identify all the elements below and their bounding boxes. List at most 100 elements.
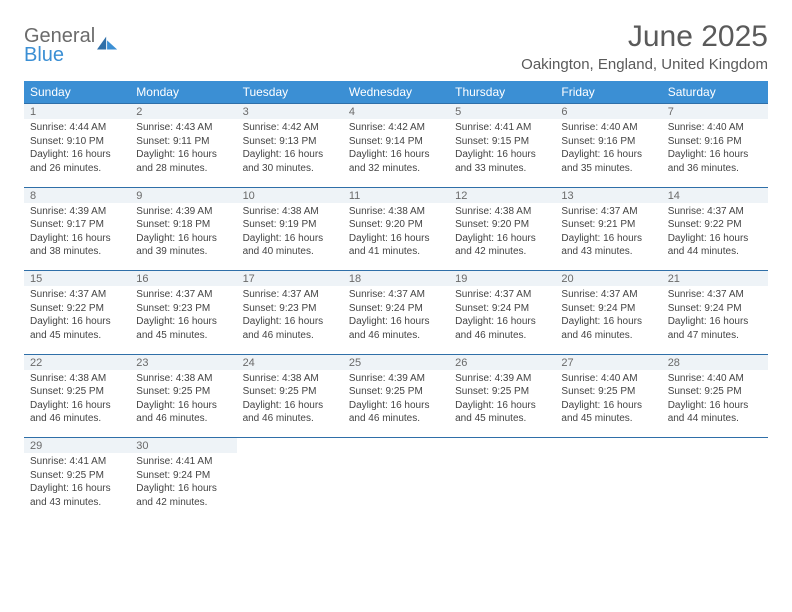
sunset-text: Sunset: 9:25 PM [349, 385, 443, 399]
day-number-cell: 30 [130, 438, 236, 454]
day-number-cell: 21 [662, 271, 768, 287]
sunrise-text: Sunrise: 4:38 AM [30, 372, 124, 386]
sunrise-text: Sunrise: 4:40 AM [668, 372, 762, 386]
sunrise-text: Sunrise: 4:43 AM [136, 121, 230, 135]
sunrise-text: Sunrise: 4:40 AM [561, 372, 655, 386]
sunset-text: Sunset: 9:25 PM [561, 385, 655, 399]
daylight-text: and 30 minutes. [243, 162, 337, 176]
daylight-text: Daylight: 16 hours [349, 315, 443, 329]
sunrise-text: Sunrise: 4:44 AM [30, 121, 124, 135]
day-number-cell: 23 [130, 354, 236, 370]
sunset-text: Sunset: 9:24 PM [349, 302, 443, 316]
calendar-day-cell: Sunrise: 4:39 AMSunset: 9:25 PMDaylight:… [449, 370, 555, 438]
daylight-text: and 43 minutes. [30, 496, 124, 510]
daylight-text: Daylight: 16 hours [668, 232, 762, 246]
calendar-week-row: Sunrise: 4:41 AMSunset: 9:25 PMDaylight:… [24, 453, 768, 521]
calendar-day-cell [449, 453, 555, 521]
daylight-text: and 45 minutes. [561, 412, 655, 426]
daylight-text: Daylight: 16 hours [561, 399, 655, 413]
calendar-table: Sunday Monday Tuesday Wednesday Thursday… [24, 81, 768, 521]
calendar-day-cell [555, 453, 661, 521]
calendar-day-cell: Sunrise: 4:38 AMSunset: 9:20 PMDaylight:… [343, 203, 449, 271]
sunrise-text: Sunrise: 4:38 AM [243, 205, 337, 219]
day-number-cell: 28 [662, 354, 768, 370]
calendar-day-cell: Sunrise: 4:38 AMSunset: 9:25 PMDaylight:… [237, 370, 343, 438]
sunset-text: Sunset: 9:22 PM [668, 218, 762, 232]
day-number-row: 2930 [24, 438, 768, 454]
daylight-text: Daylight: 16 hours [243, 399, 337, 413]
sunset-text: Sunset: 9:13 PM [243, 135, 337, 149]
daylight-text: and 32 minutes. [349, 162, 443, 176]
calendar-day-cell: Sunrise: 4:37 AMSunset: 9:22 PMDaylight:… [24, 286, 130, 354]
day-number-cell: 22 [24, 354, 130, 370]
sunrise-text: Sunrise: 4:38 AM [455, 205, 549, 219]
daylight-text: and 46 minutes. [243, 412, 337, 426]
calendar-week-row: Sunrise: 4:44 AMSunset: 9:10 PMDaylight:… [24, 119, 768, 187]
daylight-text: Daylight: 16 hours [30, 232, 124, 246]
sunrise-text: Sunrise: 4:41 AM [30, 455, 124, 469]
calendar-day-cell: Sunrise: 4:42 AMSunset: 9:13 PMDaylight:… [237, 119, 343, 187]
calendar-day-cell: Sunrise: 4:38 AMSunset: 9:25 PMDaylight:… [24, 370, 130, 438]
day-number-cell: 5 [449, 104, 555, 120]
daylight-text: Daylight: 16 hours [349, 148, 443, 162]
sunrise-text: Sunrise: 4:40 AM [561, 121, 655, 135]
daylight-text: and 46 minutes. [30, 412, 124, 426]
daylight-text: and 46 minutes. [136, 412, 230, 426]
calendar-day-cell: Sunrise: 4:39 AMSunset: 9:25 PMDaylight:… [343, 370, 449, 438]
sunrise-text: Sunrise: 4:38 AM [136, 372, 230, 386]
sunrise-text: Sunrise: 4:37 AM [561, 288, 655, 302]
sunrise-text: Sunrise: 4:37 AM [243, 288, 337, 302]
sunset-text: Sunset: 9:16 PM [668, 135, 762, 149]
sunset-text: Sunset: 9:24 PM [668, 302, 762, 316]
calendar-day-cell: Sunrise: 4:41 AMSunset: 9:15 PMDaylight:… [449, 119, 555, 187]
daylight-text: Daylight: 16 hours [455, 232, 549, 246]
sunrise-text: Sunrise: 4:39 AM [349, 372, 443, 386]
sunrise-text: Sunrise: 4:41 AM [136, 455, 230, 469]
daylight-text: and 44 minutes. [668, 412, 762, 426]
day-number-cell: 14 [662, 187, 768, 203]
daylight-text: and 40 minutes. [243, 245, 337, 259]
sunset-text: Sunset: 9:10 PM [30, 135, 124, 149]
daylight-text: Daylight: 16 hours [455, 315, 549, 329]
sunset-text: Sunset: 9:16 PM [561, 135, 655, 149]
daylight-text: and 47 minutes. [668, 329, 762, 343]
sunrise-text: Sunrise: 4:40 AM [668, 121, 762, 135]
daylight-text: Daylight: 16 hours [136, 399, 230, 413]
sunrise-text: Sunrise: 4:39 AM [455, 372, 549, 386]
calendar-day-cell: Sunrise: 4:41 AMSunset: 9:24 PMDaylight:… [130, 453, 236, 521]
daylight-text: and 45 minutes. [30, 329, 124, 343]
sunrise-text: Sunrise: 4:42 AM [243, 121, 337, 135]
day-number-cell [555, 438, 661, 454]
day-header: Monday [130, 81, 236, 104]
daylight-text: Daylight: 16 hours [136, 482, 230, 496]
day-number-cell: 19 [449, 271, 555, 287]
daylight-text: and 42 minutes. [136, 496, 230, 510]
sunset-text: Sunset: 9:20 PM [349, 218, 443, 232]
daylight-text: Daylight: 16 hours [136, 232, 230, 246]
daylight-text: Daylight: 16 hours [30, 148, 124, 162]
day-number-cell: 8 [24, 187, 130, 203]
day-number-cell: 18 [343, 271, 449, 287]
calendar-day-cell: Sunrise: 4:43 AMSunset: 9:11 PMDaylight:… [130, 119, 236, 187]
calendar-day-cell: Sunrise: 4:38 AMSunset: 9:19 PMDaylight:… [237, 203, 343, 271]
daylight-text: Daylight: 16 hours [136, 315, 230, 329]
calendar-day-cell: Sunrise: 4:38 AMSunset: 9:20 PMDaylight:… [449, 203, 555, 271]
month-title: June 2025 [521, 20, 768, 54]
daylight-text: Daylight: 16 hours [668, 315, 762, 329]
calendar-day-cell [237, 453, 343, 521]
daylight-text: and 41 minutes. [349, 245, 443, 259]
day-header-row: Sunday Monday Tuesday Wednesday Thursday… [24, 81, 768, 104]
sunset-text: Sunset: 9:25 PM [136, 385, 230, 399]
sunset-text: Sunset: 9:25 PM [243, 385, 337, 399]
day-number-cell: 26 [449, 354, 555, 370]
daylight-text: and 45 minutes. [455, 412, 549, 426]
daylight-text: Daylight: 16 hours [668, 399, 762, 413]
calendar-page: General Blue June 2025 Oakington, Englan… [0, 0, 792, 541]
day-number-cell: 15 [24, 271, 130, 287]
day-number-row: 1234567 [24, 104, 768, 120]
day-number-cell: 13 [555, 187, 661, 203]
daylight-text: and 46 minutes. [455, 329, 549, 343]
daylight-text: and 38 minutes. [30, 245, 124, 259]
day-number-row: 22232425262728 [24, 354, 768, 370]
day-number-cell: 7 [662, 104, 768, 120]
